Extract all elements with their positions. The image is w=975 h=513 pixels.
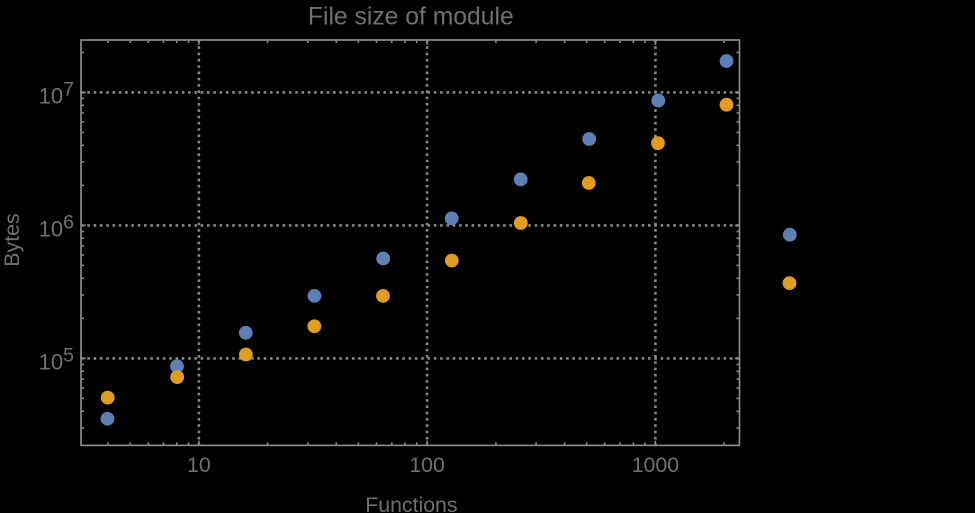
svg-text:Functions: Functions (365, 493, 457, 513)
svg-text:100: 100 (409, 453, 445, 477)
svg-text:1000: 1000 (632, 453, 680, 477)
svg-text:10: 10 (187, 453, 211, 477)
svg-text:Bytes: Bytes (0, 213, 24, 267)
svg-text:File size of module: File size of module (308, 4, 514, 31)
